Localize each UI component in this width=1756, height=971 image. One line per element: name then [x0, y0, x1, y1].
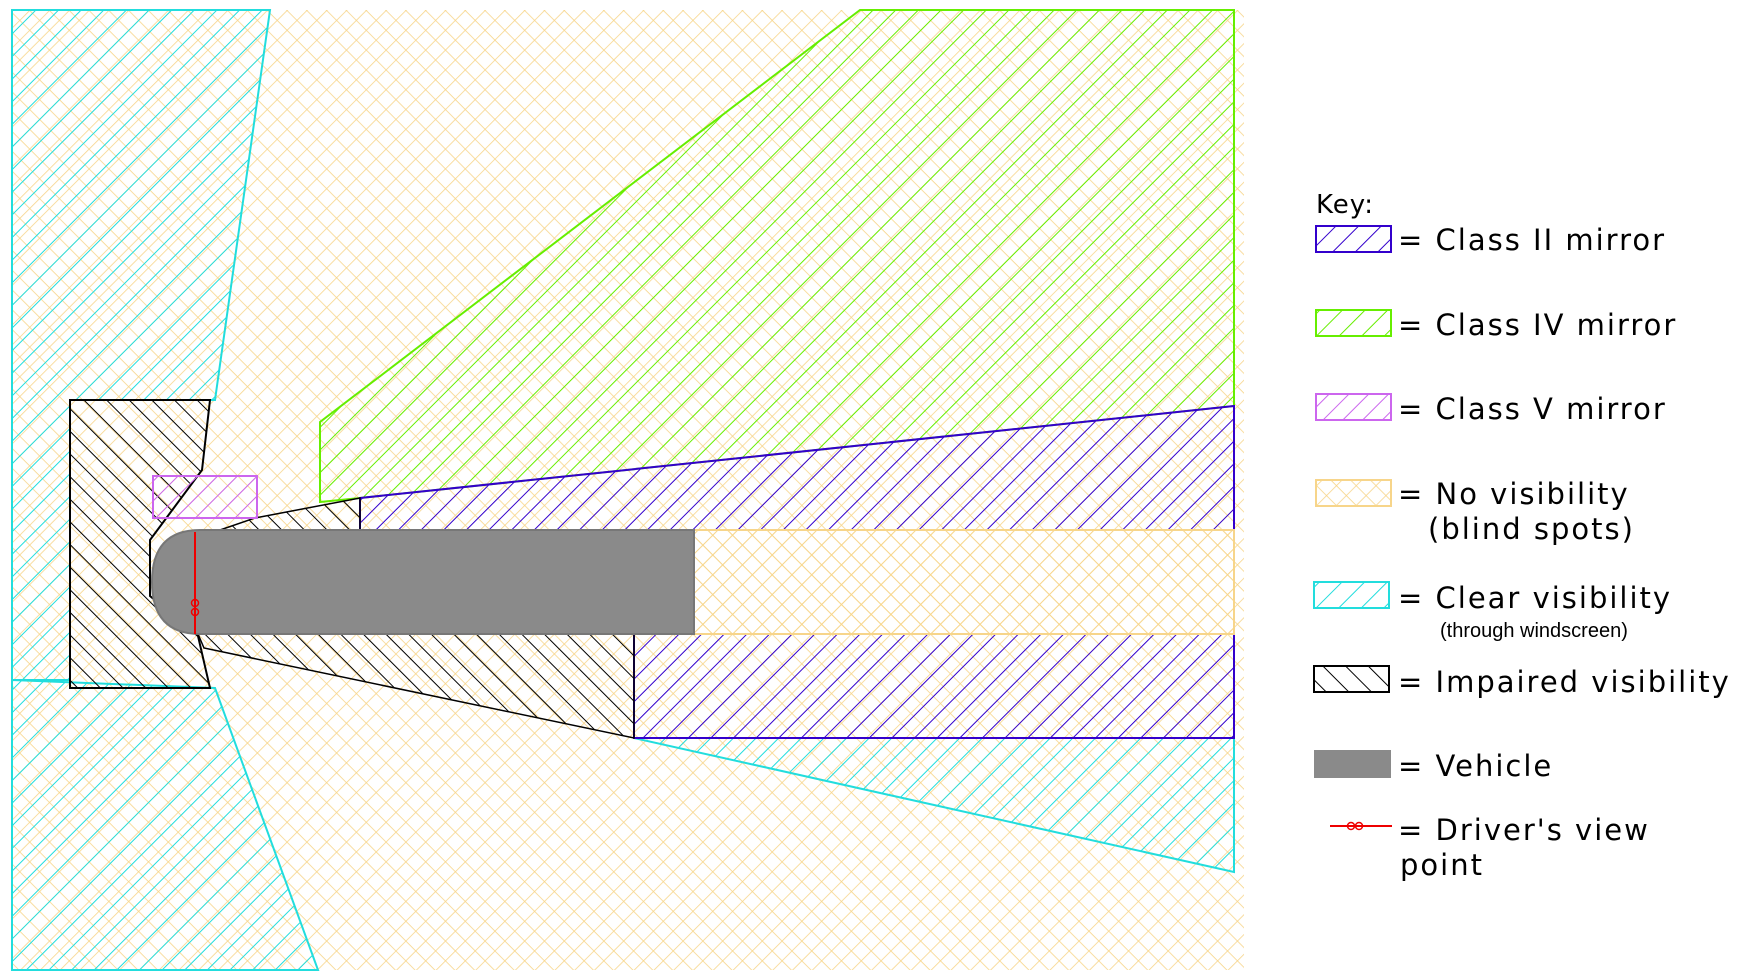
class-ii-swatch: [1316, 226, 1391, 252]
no-visibility-rear-strip: [694, 530, 1234, 634]
clear-visibility-sublabel: (through windscreen): [1440, 620, 1628, 642]
legend: Key: = Class II mirror = Class IV mirror…: [1314, 190, 1731, 882]
class-iv-label: = Class IV mirror: [1398, 308, 1677, 342]
vehicle-body: [152, 530, 694, 634]
clear-visibility-label: = Clear visibility: [1398, 581, 1672, 615]
class-v-swatch: [1316, 394, 1391, 420]
no-visibility-label: = No visibility: [1398, 477, 1630, 511]
driver-viewpoint-label: = Driver's view: [1398, 813, 1650, 847]
class-ii-mirror-lower: [634, 634, 1234, 738]
legend-title: Key:: [1316, 190, 1374, 220]
class-ii-label: = Class II mirror: [1398, 223, 1666, 257]
no-visibility-swatch: [1316, 480, 1391, 506]
class-v-mirror-region: [153, 476, 257, 518]
vehicle-label: = Vehicle: [1398, 749, 1553, 783]
impaired-visibility-label: = Impaired visibility: [1398, 665, 1731, 699]
clear-visibility-swatch: [1314, 582, 1389, 608]
driver-viewpoint-swatch: [1330, 823, 1392, 830]
driver-viewpoint-sublabel: point: [1400, 848, 1484, 882]
impaired-visibility-swatch: [1314, 666, 1389, 692]
class-iv-swatch: [1316, 310, 1391, 336]
class-v-label: = Class V mirror: [1398, 392, 1667, 426]
vehicle-swatch: [1314, 750, 1391, 778]
no-visibility-sublabel: (blind spots): [1428, 512, 1635, 546]
